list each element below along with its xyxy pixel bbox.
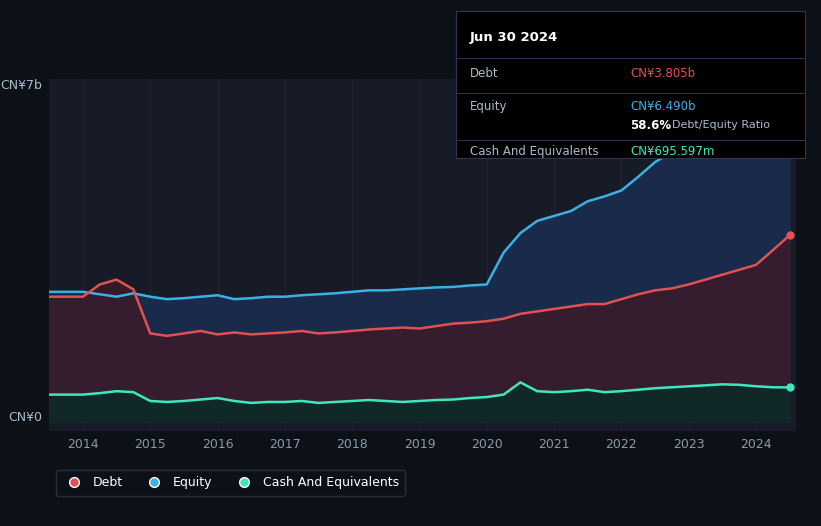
Text: CN¥6.490b: CN¥6.490b bbox=[631, 100, 695, 113]
Text: Debt/Equity Ratio: Debt/Equity Ratio bbox=[672, 120, 770, 130]
Legend: Debt, Equity, Cash And Equivalents: Debt, Equity, Cash And Equivalents bbox=[56, 470, 405, 495]
Text: Equity: Equity bbox=[470, 100, 507, 113]
Text: Cash And Equivalents: Cash And Equivalents bbox=[470, 145, 599, 158]
Text: CN¥3.805b: CN¥3.805b bbox=[631, 67, 695, 80]
Text: Jun 30 2024: Jun 30 2024 bbox=[470, 31, 557, 44]
Text: CN¥7b: CN¥7b bbox=[0, 79, 42, 92]
Text: CN¥0: CN¥0 bbox=[7, 411, 42, 424]
Text: Debt: Debt bbox=[470, 67, 498, 80]
Text: CN¥695.597m: CN¥695.597m bbox=[631, 145, 714, 158]
Text: 58.6%: 58.6% bbox=[631, 119, 672, 132]
